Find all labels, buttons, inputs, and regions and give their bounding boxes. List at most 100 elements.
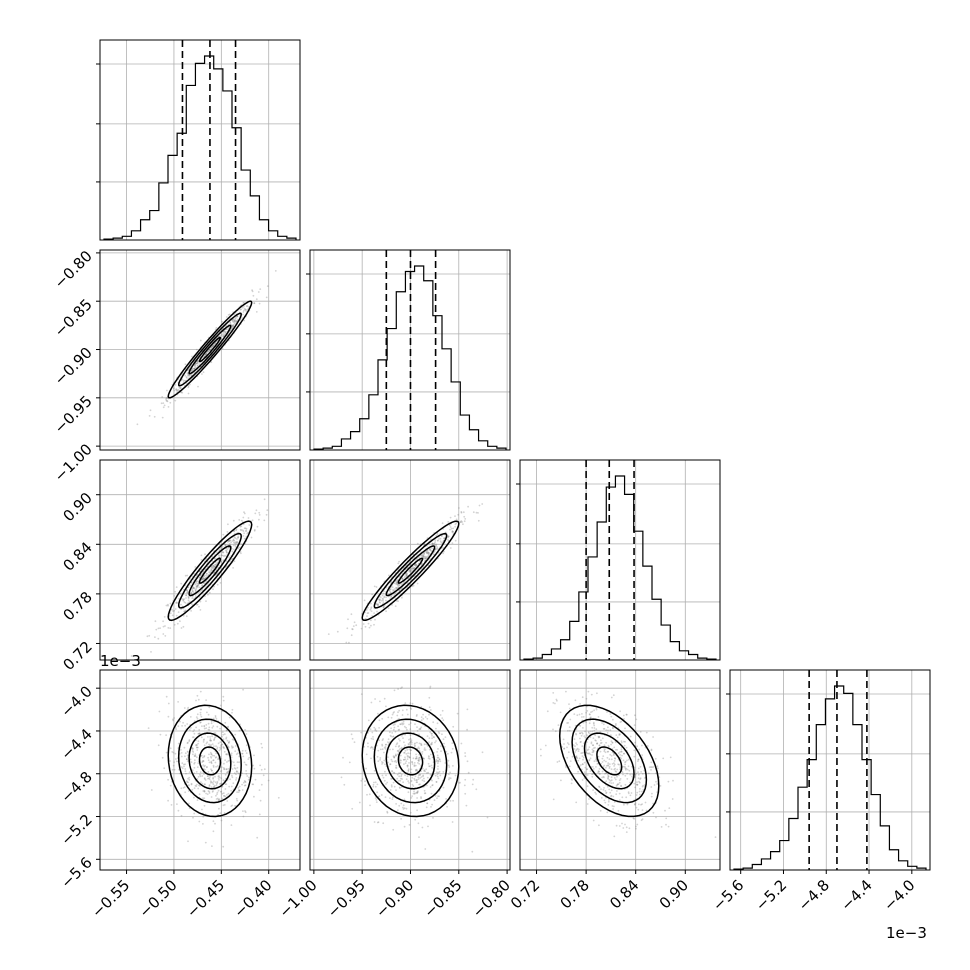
sample-point bbox=[221, 333, 224, 335]
sample-point bbox=[374, 785, 377, 788]
sample-point bbox=[209, 751, 212, 754]
sample-point bbox=[606, 732, 609, 734]
sample-point bbox=[409, 569, 412, 572]
sample-point bbox=[214, 781, 217, 784]
sample-point bbox=[380, 588, 383, 590]
sample-point bbox=[195, 348, 198, 351]
sample-point bbox=[398, 738, 400, 740]
sample-point bbox=[185, 597, 187, 599]
sample-point bbox=[224, 331, 227, 334]
sample-point bbox=[396, 583, 398, 586]
sample-point bbox=[610, 696, 613, 699]
sample-point bbox=[253, 754, 255, 757]
sample-point bbox=[199, 339, 202, 342]
sample-point bbox=[199, 690, 202, 693]
sample-point bbox=[208, 349, 211, 351]
sample-point bbox=[167, 778, 170, 781]
sample-point bbox=[222, 795, 225, 797]
sample-point bbox=[245, 752, 248, 754]
sample-point bbox=[436, 762, 439, 765]
sample-point bbox=[165, 604, 168, 607]
sample-point bbox=[418, 836, 420, 838]
sample-point bbox=[258, 789, 261, 791]
sample-point bbox=[574, 751, 577, 753]
sample-point bbox=[175, 601, 178, 604]
sample-point bbox=[592, 737, 595, 740]
sample-point bbox=[199, 711, 202, 714]
sample-point bbox=[416, 726, 418, 728]
sample-point bbox=[233, 536, 236, 539]
sample-point bbox=[414, 723, 416, 725]
y-tick-label: −4.0 bbox=[57, 682, 95, 720]
sample-point bbox=[655, 780, 657, 783]
sample-point bbox=[234, 546, 237, 548]
sample-point bbox=[370, 624, 372, 627]
sample-point bbox=[413, 764, 416, 767]
sample-point bbox=[398, 589, 401, 592]
sample-point bbox=[610, 734, 612, 736]
sample-point bbox=[424, 792, 427, 795]
sample-point bbox=[193, 766, 196, 769]
sample-point bbox=[212, 780, 215, 783]
sample-point bbox=[591, 730, 594, 733]
sample-point bbox=[671, 798, 674, 800]
sample-point bbox=[208, 792, 211, 794]
sample-point bbox=[417, 790, 419, 792]
sample-point bbox=[579, 737, 581, 740]
sample-point bbox=[610, 758, 613, 761]
sample-point bbox=[227, 523, 229, 526]
sample-point bbox=[563, 743, 565, 745]
sample-point bbox=[436, 751, 438, 753]
sample-point bbox=[266, 509, 269, 512]
sample-point bbox=[161, 756, 164, 759]
sample-point bbox=[417, 822, 420, 825]
sample-point bbox=[193, 729, 196, 731]
sample-point bbox=[435, 544, 437, 546]
sample-point bbox=[187, 597, 190, 599]
sample-point bbox=[184, 791, 187, 794]
sample-point bbox=[228, 543, 231, 545]
sample-point bbox=[233, 321, 236, 324]
sample-point bbox=[586, 768, 588, 771]
sample-point bbox=[183, 601, 186, 603]
sample-point bbox=[449, 777, 452, 780]
sample-point bbox=[600, 741, 603, 744]
sample-point bbox=[211, 791, 214, 793]
sample-point bbox=[190, 727, 192, 729]
y-tick-label: −0.85 bbox=[51, 295, 96, 340]
sample-point bbox=[193, 367, 196, 370]
sample-point bbox=[398, 584, 400, 587]
sample-point bbox=[396, 777, 399, 780]
sample-point bbox=[621, 822, 623, 825]
sample-point bbox=[589, 770, 592, 772]
sample-point bbox=[221, 551, 224, 554]
sample-point bbox=[400, 587, 403, 590]
sample-point bbox=[192, 579, 195, 581]
sample-point bbox=[379, 596, 382, 599]
sample-point bbox=[404, 756, 406, 759]
sample-point bbox=[217, 777, 220, 779]
sample-point bbox=[188, 778, 191, 781]
sample-point bbox=[597, 770, 600, 772]
sample-point bbox=[190, 591, 193, 594]
sample-point bbox=[392, 828, 395, 831]
sample-point bbox=[454, 515, 456, 517]
sample-point bbox=[637, 771, 639, 773]
sample-point bbox=[183, 746, 186, 749]
sample-point bbox=[410, 570, 413, 573]
sample-point bbox=[644, 801, 647, 804]
sample-point bbox=[395, 587, 398, 589]
sample-point bbox=[148, 634, 151, 637]
sample-point bbox=[186, 372, 189, 375]
sample-point bbox=[199, 775, 202, 778]
sample-point bbox=[406, 582, 409, 585]
sample-point bbox=[391, 732, 394, 734]
sample-point bbox=[228, 540, 231, 543]
histogram-step bbox=[313, 265, 507, 450]
sample-point bbox=[413, 790, 415, 793]
sample-point bbox=[219, 770, 222, 773]
sample-point bbox=[210, 753, 213, 756]
sample-point bbox=[200, 754, 203, 757]
sample-point bbox=[427, 551, 430, 554]
sample-point bbox=[634, 774, 637, 776]
